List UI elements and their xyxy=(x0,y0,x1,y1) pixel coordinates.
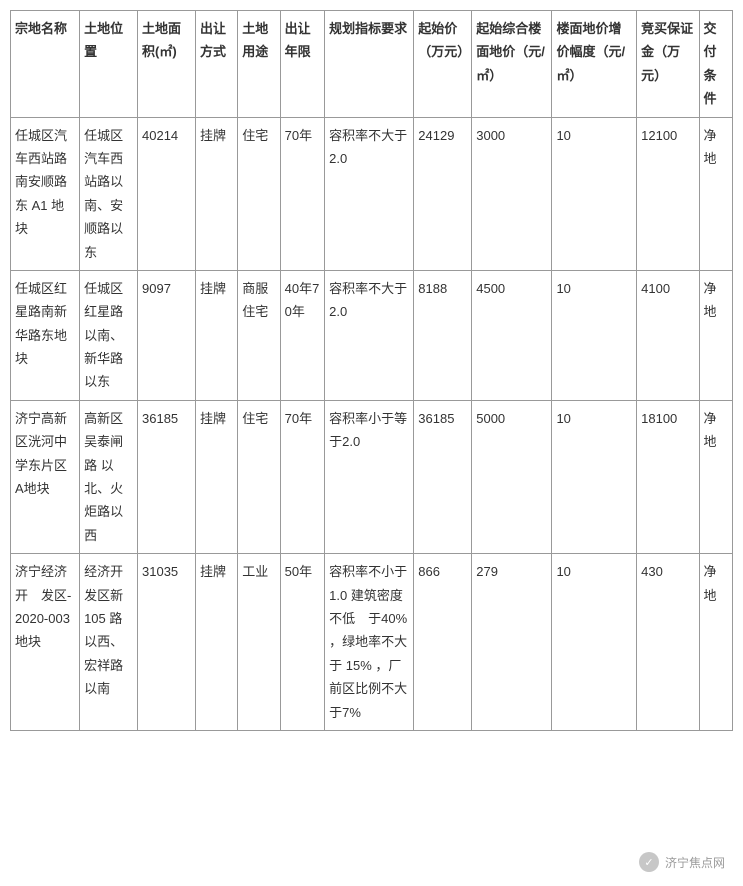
cell-term: 70年 xyxy=(280,400,325,553)
cell-cond: 净地 xyxy=(699,270,732,400)
table-body: 任城区汽车西站路南安顺路东 A1 地块任城区汽车西站路以南、安顺路以东40214… xyxy=(11,117,733,730)
header-row: 宗地名称土地位置土地面积(㎡)出让方式土地用途出让年限规划指标要求起始价（万元）… xyxy=(11,11,733,118)
cell-incr: 10 xyxy=(552,117,637,270)
col-header-method: 出让方式 xyxy=(195,11,237,118)
col-header-term: 出让年限 xyxy=(280,11,325,118)
cell-term: 70年 xyxy=(280,117,325,270)
cell-plan: 容积率不大于2.0 xyxy=(325,117,414,270)
cell-start_price: 8188 xyxy=(414,270,472,400)
cell-start_price: 24129 xyxy=(414,117,472,270)
col-header-name: 宗地名称 xyxy=(11,11,80,118)
cell-start_price: 866 xyxy=(414,554,472,731)
col-header-floor_price: 起始综合楼面地价（元/㎡） xyxy=(472,11,552,118)
cell-area: 40214 xyxy=(138,117,196,270)
cell-name: 任城区红星路南新华路东地块 xyxy=(11,270,80,400)
cell-name: 济宁高新区洸河中学东片区A地块 xyxy=(11,400,80,553)
table-row: 任城区红星路南新华路东地块任城区红星路以南、新华路以东9097挂牌商服住宅40年… xyxy=(11,270,733,400)
cell-plan: 容积率不小于1.0 建筑密度不低 于40% ，绿地率不大于 15% ，厂前区比例… xyxy=(325,554,414,731)
land-table: 宗地名称土地位置土地面积(㎡)出让方式土地用途出让年限规划指标要求起始价（万元）… xyxy=(10,10,733,731)
watermark-text: 济宁焦点网 xyxy=(665,854,725,871)
cell-location: 高新区吴泰闸路 以北、火炬路以西 xyxy=(80,400,138,553)
cell-location: 经济开发区新 105 路以西、宏祥路以南 xyxy=(80,554,138,731)
cell-use: 工业 xyxy=(238,554,280,731)
cell-method: 挂牌 xyxy=(195,400,237,553)
col-header-use: 土地用途 xyxy=(238,11,280,118)
col-header-plan: 规划指标要求 xyxy=(325,11,414,118)
col-header-area: 土地面积(㎡) xyxy=(138,11,196,118)
cell-plan: 容积率小于等于2.0 xyxy=(325,400,414,553)
cell-term: 40年70年 xyxy=(280,270,325,400)
cell-area: 9097 xyxy=(138,270,196,400)
cell-use: 商服住宅 xyxy=(238,270,280,400)
cell-deposit: 18100 xyxy=(637,400,699,553)
col-header-cond: 交付条件 xyxy=(699,11,732,118)
cell-cond: 净地 xyxy=(699,117,732,270)
cell-location: 任城区红星路以南、新华路以东 xyxy=(80,270,138,400)
table-row: 济宁高新区洸河中学东片区A地块高新区吴泰闸路 以北、火炬路以西36185挂牌住宅… xyxy=(11,400,733,553)
table-row: 任城区汽车西站路南安顺路东 A1 地块任城区汽车西站路以南、安顺路以东40214… xyxy=(11,117,733,270)
cell-incr: 10 xyxy=(552,270,637,400)
cell-cond: 净地 xyxy=(699,400,732,553)
cell-incr: 10 xyxy=(552,400,637,553)
cell-name: 济宁经济开 发区-2020-003地块 xyxy=(11,554,80,731)
cell-term: 50年 xyxy=(280,554,325,731)
cell-use: 住宅 xyxy=(238,117,280,270)
cell-location: 任城区汽车西站路以南、安顺路以东 xyxy=(80,117,138,270)
cell-deposit: 430 xyxy=(637,554,699,731)
cell-method: 挂牌 xyxy=(195,117,237,270)
col-header-start_price: 起始价（万元） xyxy=(414,11,472,118)
col-header-location: 土地位置 xyxy=(80,11,138,118)
cell-floor_price: 3000 xyxy=(472,117,552,270)
cell-name: 任城区汽车西站路南安顺路东 A1 地块 xyxy=(11,117,80,270)
cell-area: 36185 xyxy=(138,400,196,553)
col-header-incr: 楼面地价增价幅度（元/㎡） xyxy=(552,11,637,118)
watermark-icon: ✓ xyxy=(639,852,659,872)
cell-plan: 容积率不大于2.0 xyxy=(325,270,414,400)
col-header-deposit: 竞买保证金（万元） xyxy=(637,11,699,118)
cell-area: 31035 xyxy=(138,554,196,731)
cell-incr: 10 xyxy=(552,554,637,731)
cell-method: 挂牌 xyxy=(195,554,237,731)
cell-floor_price: 5000 xyxy=(472,400,552,553)
cell-cond: 净地 xyxy=(699,554,732,731)
watermark: ✓ 济宁焦点网 xyxy=(639,852,725,872)
cell-use: 住宅 xyxy=(238,400,280,553)
cell-deposit: 12100 xyxy=(637,117,699,270)
cell-floor_price: 4500 xyxy=(472,270,552,400)
cell-deposit: 4100 xyxy=(637,270,699,400)
cell-method: 挂牌 xyxy=(195,270,237,400)
cell-start_price: 36185 xyxy=(414,400,472,553)
table-row: 济宁经济开 发区-2020-003地块经济开发区新 105 路以西、宏祥路以南3… xyxy=(11,554,733,731)
cell-floor_price: 279 xyxy=(472,554,552,731)
